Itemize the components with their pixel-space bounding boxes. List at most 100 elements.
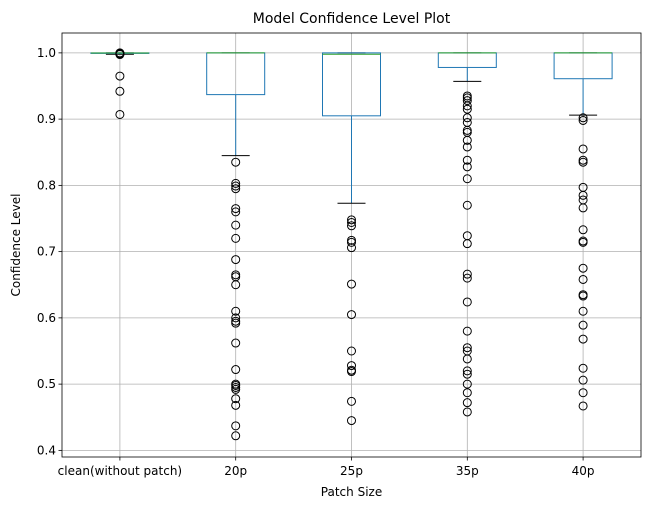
outlier-point (462, 343, 472, 353)
outlier-point (462, 379, 472, 389)
box-plot-series (90, 48, 613, 441)
outlier-point (347, 243, 356, 253)
outlier-point (462, 200, 472, 210)
outlier-point (462, 398, 472, 408)
outlier-point (462, 354, 472, 364)
outlier-point (231, 313, 241, 323)
outlier-point (578, 274, 588, 284)
box-group (206, 52, 266, 441)
y-tick-label: 0.7 (37, 245, 56, 259)
outlier-point (347, 310, 356, 320)
box-iqr (322, 52, 381, 117)
y-tick-label: 0.6 (37, 311, 56, 325)
outlier-point (578, 401, 588, 411)
y-tick-label: 0.8 (37, 178, 56, 192)
box-group (553, 52, 613, 411)
x-axis-ticks: clean(without patch) 20p 25p 35p 40p (58, 457, 595, 478)
outlier-point (231, 181, 241, 191)
outlier-point (231, 157, 241, 167)
outlier-point (231, 233, 241, 243)
outlier-point (462, 239, 472, 249)
outlier-point (115, 50, 125, 60)
outlier-point (578, 113, 588, 123)
outlier-point (578, 157, 588, 167)
outlier-point (462, 366, 472, 376)
outlier-point (231, 204, 241, 214)
outlier-point (462, 155, 472, 165)
y-tick-label: 0.9 (37, 112, 56, 126)
outlier-point (462, 162, 472, 172)
outlier-point (231, 184, 241, 194)
outlier-point (578, 237, 588, 247)
outlier-point (462, 326, 472, 336)
outlier-point (462, 174, 472, 184)
outlier-point (231, 384, 241, 394)
outlier-point (231, 338, 241, 348)
x-tick-label: clean(without patch) (58, 464, 182, 478)
outlier-point (347, 221, 356, 231)
outlier-point (578, 363, 588, 373)
outlier-point (462, 273, 472, 283)
outlier-point (578, 306, 588, 316)
y-tick-label: 0.5 (37, 377, 56, 391)
outlier-point (231, 421, 241, 431)
outlier-point (231, 318, 241, 328)
outlier-point (462, 101, 472, 111)
outlier-point (347, 361, 356, 371)
outlier-point (578, 375, 588, 385)
outlier-point (347, 346, 356, 356)
outlier-point (462, 369, 472, 379)
outlier-point (347, 215, 356, 225)
outlier-point (578, 388, 588, 398)
outlier-point (462, 407, 472, 417)
outlier-point (231, 365, 241, 375)
outlier-point (347, 367, 356, 377)
x-tick-label: 25p (340, 464, 363, 478)
y-axis-label: Confidence Level (9, 194, 23, 297)
outlier-point (578, 203, 588, 213)
outlier-point (578, 144, 588, 154)
outlier-point (347, 396, 356, 406)
outlier-point (231, 220, 241, 230)
outlier-point (231, 255, 241, 265)
outlier-point (462, 388, 472, 398)
x-tick-label: 35p (456, 464, 479, 478)
outlier-point (231, 306, 241, 316)
outlier-point (231, 400, 241, 410)
outlier-point (347, 279, 356, 289)
outlier-point (462, 135, 472, 145)
chart-title: Model Confidence Level Plot (253, 11, 451, 27)
outlier-point (231, 431, 241, 441)
outlier-point (115, 86, 125, 96)
outlier-point (115, 109, 125, 119)
outlier-point (578, 190, 588, 200)
x-tick-label: 20p (224, 464, 247, 478)
outlier-point (578, 291, 588, 301)
box-group (437, 52, 497, 417)
outlier-point (231, 280, 241, 290)
outlier-point (462, 104, 472, 114)
y-tick-label: 1.0 (37, 46, 56, 60)
y-tick-label: 0.4 (37, 443, 56, 457)
outlier-point (578, 320, 588, 330)
outlier-point (231, 207, 241, 217)
x-axis-label: Patch Size (321, 485, 382, 499)
outlier-point (578, 334, 588, 344)
outlier-point (231, 178, 241, 188)
outlier-point (462, 297, 472, 307)
outlier-point (347, 237, 356, 247)
x-tick-label: 40p (572, 464, 595, 478)
outlier-point (462, 142, 472, 152)
outlier-point (462, 96, 472, 106)
outlier-point (462, 113, 472, 123)
outlier-point (578, 115, 588, 125)
outlier-point (578, 263, 588, 273)
box-group (322, 52, 381, 426)
outlier-point (347, 416, 356, 426)
outlier-point (347, 217, 356, 227)
box-group (90, 48, 150, 119)
outlier-point (578, 225, 588, 235)
outlier-point (231, 394, 241, 404)
